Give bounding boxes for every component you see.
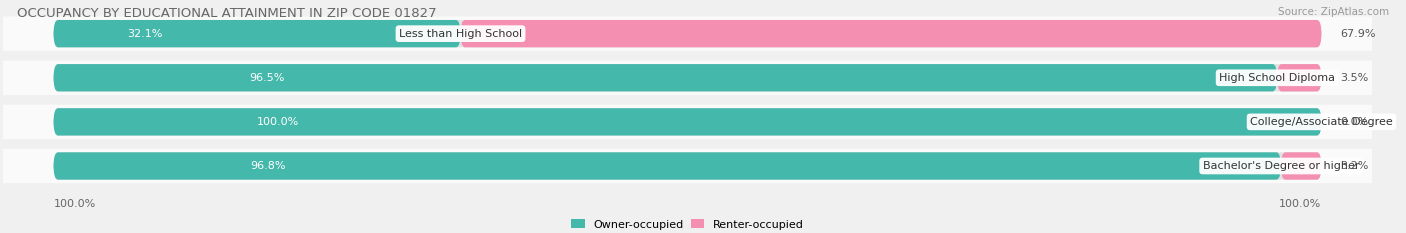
FancyBboxPatch shape: [1277, 64, 1322, 91]
FancyBboxPatch shape: [53, 108, 1322, 136]
FancyBboxPatch shape: [3, 105, 1372, 139]
Text: Less than High School: Less than High School: [399, 29, 522, 39]
Text: 67.9%: 67.9%: [1340, 29, 1376, 39]
FancyBboxPatch shape: [3, 17, 1372, 51]
Text: College/Associate Degree: College/Associate Degree: [1250, 117, 1393, 127]
FancyBboxPatch shape: [53, 64, 1277, 91]
FancyBboxPatch shape: [53, 20, 1322, 47]
Text: 100.0%: 100.0%: [256, 117, 298, 127]
FancyBboxPatch shape: [53, 64, 1322, 91]
Text: High School Diploma: High School Diploma: [1219, 73, 1336, 83]
FancyBboxPatch shape: [1281, 152, 1322, 180]
Text: OCCUPANCY BY EDUCATIONAL ATTAINMENT IN ZIP CODE 01827: OCCUPANCY BY EDUCATIONAL ATTAINMENT IN Z…: [17, 7, 436, 20]
Text: 0.0%: 0.0%: [1340, 117, 1369, 127]
Text: Bachelor's Degree or higher: Bachelor's Degree or higher: [1202, 161, 1360, 171]
FancyBboxPatch shape: [53, 152, 1322, 180]
FancyBboxPatch shape: [53, 20, 461, 47]
Text: 96.5%: 96.5%: [250, 73, 285, 83]
Legend: Owner-occupied, Renter-occupied: Owner-occupied, Renter-occupied: [567, 215, 808, 233]
FancyBboxPatch shape: [53, 108, 1322, 136]
FancyBboxPatch shape: [3, 61, 1372, 95]
Text: 96.8%: 96.8%: [250, 161, 285, 171]
FancyBboxPatch shape: [461, 20, 1322, 47]
Text: Source: ZipAtlas.com: Source: ZipAtlas.com: [1278, 7, 1389, 17]
Text: 100.0%: 100.0%: [1279, 199, 1322, 209]
FancyBboxPatch shape: [3, 149, 1372, 183]
FancyBboxPatch shape: [53, 152, 1281, 180]
Text: 3.2%: 3.2%: [1340, 161, 1369, 171]
Text: 3.5%: 3.5%: [1340, 73, 1369, 83]
Text: 32.1%: 32.1%: [127, 29, 163, 39]
Text: 100.0%: 100.0%: [53, 199, 96, 209]
